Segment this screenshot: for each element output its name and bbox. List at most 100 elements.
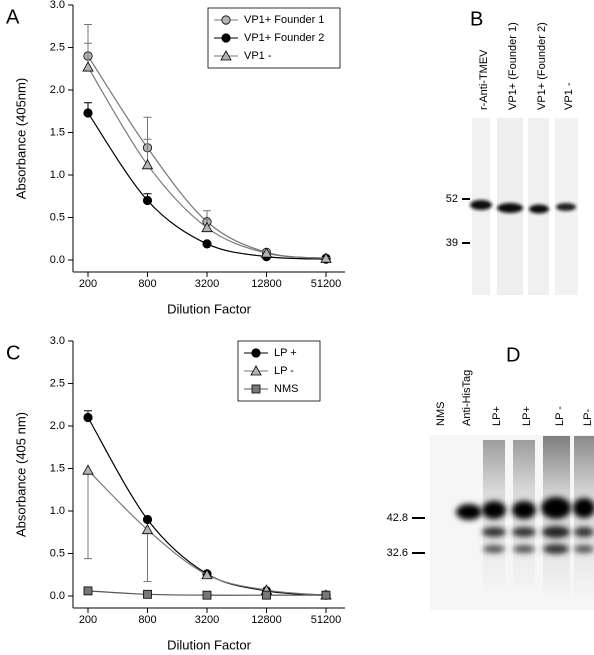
error-bar xyxy=(143,529,152,583)
y-tick-label: 1.0 xyxy=(50,169,65,181)
legend-label: LP - xyxy=(274,365,294,377)
x-tick-label: 12800 xyxy=(251,278,282,290)
band xyxy=(574,545,594,553)
x-tick-label: 200 xyxy=(79,614,97,626)
band xyxy=(470,200,492,210)
panel-label: C xyxy=(6,342,20,364)
lane-label: LP- xyxy=(582,409,594,426)
series xyxy=(83,586,331,600)
y-tick-label: 2.0 xyxy=(50,420,65,432)
legend-marker xyxy=(221,33,231,43)
error-bar xyxy=(84,470,92,560)
band xyxy=(456,504,482,520)
x-tick-label: 200 xyxy=(79,278,97,290)
line xyxy=(87,66,327,259)
x-tick-label: 3200 xyxy=(195,614,219,626)
line xyxy=(87,469,327,596)
legend-marker xyxy=(221,15,231,25)
lane-label: Anti-HisTag xyxy=(461,370,473,426)
band xyxy=(497,203,523,213)
band xyxy=(542,526,570,538)
lane-label: LP - xyxy=(554,406,566,426)
point xyxy=(320,252,332,263)
mw-marker: 52 xyxy=(446,193,458,205)
point xyxy=(262,590,271,600)
y-tick-label: 3.0 xyxy=(50,335,65,347)
legend-label: LP + xyxy=(274,347,297,359)
series xyxy=(82,42,332,263)
point xyxy=(260,247,273,258)
mw-marker: 39 xyxy=(446,237,458,249)
legend-label: VP1+ Founder 1 xyxy=(244,14,324,26)
legend-label: VP1 - xyxy=(244,50,272,62)
legend-marker xyxy=(250,365,262,376)
y-tick-label: 3.0 xyxy=(50,0,65,11)
x-tick-label: 3200 xyxy=(195,278,219,290)
band xyxy=(541,497,571,519)
y-tick-label: 1.0 xyxy=(50,505,65,517)
panel-label: A xyxy=(6,6,20,28)
lane-label: LP+ xyxy=(491,406,503,426)
legend-marker xyxy=(251,384,261,394)
point xyxy=(82,464,94,475)
y-tick-label: 1.5 xyxy=(50,126,65,138)
point xyxy=(83,108,93,118)
mw-marker: 32.6 xyxy=(387,547,408,559)
band xyxy=(482,501,506,519)
band xyxy=(512,501,536,519)
lane-label: VP1 - xyxy=(563,82,575,110)
legend-marker xyxy=(220,50,232,61)
blot-b xyxy=(462,118,578,295)
band xyxy=(512,527,536,537)
lane-label: VP1+ (Founder 1) xyxy=(507,22,519,110)
series xyxy=(82,464,332,600)
mw-marker: 42.8 xyxy=(387,512,408,524)
point xyxy=(202,590,212,600)
point xyxy=(82,61,94,72)
band xyxy=(482,527,506,537)
x-tick-label: 51200 xyxy=(311,278,342,290)
point xyxy=(201,221,213,233)
x-tick-label: 51200 xyxy=(311,614,342,626)
x-axis-title: Dilution Factor xyxy=(167,301,251,316)
y-tick-label: 0.5 xyxy=(50,211,65,223)
y-axis-title: Absorbance (405nm) xyxy=(13,78,28,199)
x-tick-label: 12800 xyxy=(251,614,282,626)
y-tick-label: 2.5 xyxy=(50,41,65,53)
blot-d xyxy=(412,435,594,610)
y-tick-label: 0.0 xyxy=(50,254,65,266)
point xyxy=(321,590,331,600)
point xyxy=(83,586,93,596)
y-tick-label: 2.0 xyxy=(50,84,65,96)
band xyxy=(529,204,549,214)
lane-label: r-Anti-TMEV xyxy=(478,49,490,110)
line xyxy=(87,112,327,260)
x-axis-title: Dilution Factor xyxy=(167,637,251,652)
point xyxy=(202,239,212,249)
y-axis-title: Absorbance (405 nm) xyxy=(13,412,28,537)
point xyxy=(141,158,154,170)
line xyxy=(87,417,327,596)
band xyxy=(573,498,594,518)
point xyxy=(143,589,152,599)
panel-label: D xyxy=(506,344,520,366)
band xyxy=(483,545,505,553)
point xyxy=(141,523,154,535)
point xyxy=(142,195,153,206)
band xyxy=(543,544,569,554)
x-tick-label: 800 xyxy=(138,614,156,626)
legend-marker xyxy=(251,348,261,358)
lane-label: NMS xyxy=(435,402,447,426)
point xyxy=(201,568,213,580)
band xyxy=(556,203,576,211)
x-tick-label: 800 xyxy=(138,278,156,290)
lane-label: LP+ xyxy=(521,406,533,426)
y-tick-label: 1.5 xyxy=(50,462,65,474)
point xyxy=(142,514,153,525)
series xyxy=(83,102,331,264)
point xyxy=(83,412,93,423)
legend-label: NMS xyxy=(274,383,298,395)
y-tick-label: 2.5 xyxy=(50,377,65,389)
